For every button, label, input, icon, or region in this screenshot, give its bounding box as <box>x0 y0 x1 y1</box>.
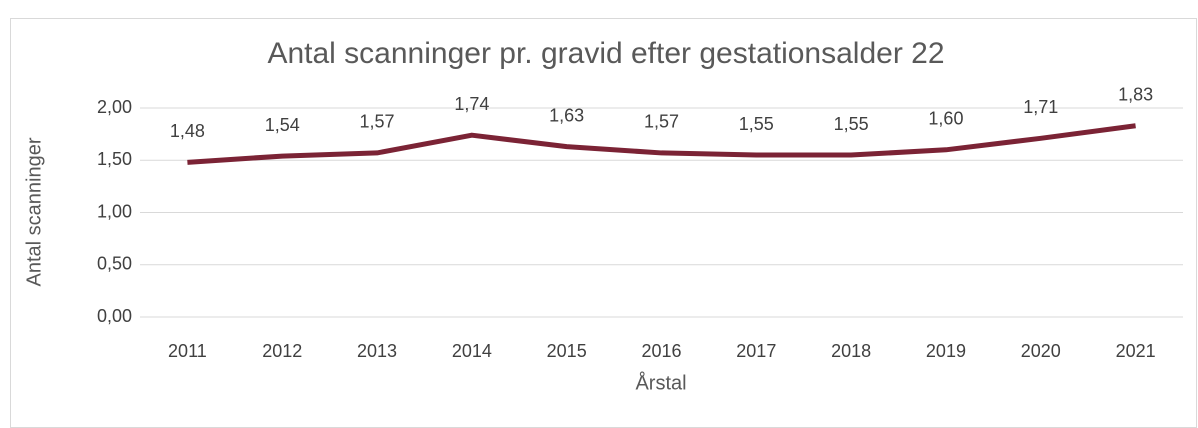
data-label: 1,48 <box>170 121 205 141</box>
x-tick-label: 2021 <box>1116 341 1156 361</box>
y-tick-label: 2,00 <box>97 97 132 117</box>
x-tick-label: 2020 <box>1021 341 1061 361</box>
data-label: 1,57 <box>360 112 395 132</box>
data-label: 1,55 <box>739 114 774 134</box>
y-tick-label: 1,50 <box>97 149 132 169</box>
x-axis-label: Årstal <box>635 371 686 394</box>
x-tick-label: 2017 <box>736 341 776 361</box>
data-label: 1,60 <box>928 109 963 129</box>
x-tick-label: 2015 <box>547 341 587 361</box>
y-tick-label: 1,00 <box>97 201 132 221</box>
x-tick-label: 2011 <box>168 341 207 361</box>
data-label: 1,63 <box>549 105 584 125</box>
data-label: 1,71 <box>1023 97 1058 117</box>
data-label: 1,57 <box>644 112 679 132</box>
x-tick-label: 2019 <box>926 341 966 361</box>
x-tick-label: 2012 <box>262 341 302 361</box>
data-label: 1,74 <box>454 94 489 114</box>
data-label: 1,83 <box>1118 85 1153 105</box>
y-axis-label: Antal scanninger <box>23 137 45 286</box>
chart-frame <box>10 18 1197 428</box>
data-line <box>187 123 1136 165</box>
x-tick-label: 2016 <box>641 341 681 361</box>
x-tick-label: 2014 <box>452 341 492 361</box>
y-tick-label: 0,50 <box>97 254 132 274</box>
data-label: 1,55 <box>834 114 869 134</box>
chart-title: Antal scanninger pr. gravid efter gestat… <box>267 37 944 70</box>
data-label: 1,54 <box>265 115 300 135</box>
x-tick-label: 2013 <box>357 341 397 361</box>
y-tick-label: 0,00 <box>97 306 132 326</box>
x-tick-label: 2018 <box>831 341 871 361</box>
